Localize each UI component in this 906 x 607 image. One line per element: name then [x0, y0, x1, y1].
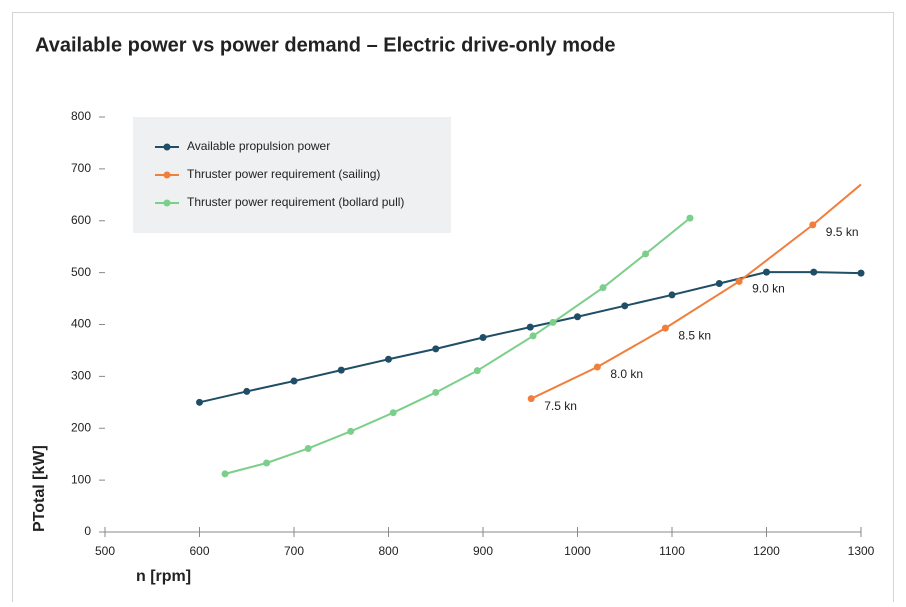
legend-box: [133, 117, 451, 233]
data-point: [549, 318, 557, 326]
legend-marker: [163, 143, 171, 151]
chart-title: Available power vs power demand – Electr…: [35, 34, 616, 56]
data-point: [763, 268, 770, 276]
point-label: 8.5 kn: [678, 328, 711, 342]
x-tick-label: 500: [95, 544, 115, 558]
series-line: [224, 217, 691, 475]
x-tick-label: 700: [284, 544, 304, 558]
data-point: [661, 324, 669, 332]
data-point: [715, 280, 723, 288]
x-tick-label: 1100: [659, 544, 685, 558]
x-tick-label: 1200: [753, 544, 780, 558]
data-point: [347, 427, 355, 435]
data-point: [686, 214, 694, 222]
y-tick-label: 800: [71, 109, 91, 123]
legend-label: Available propulsion power: [187, 139, 330, 153]
y-tick-label: 700: [71, 161, 91, 175]
data-point: [432, 345, 440, 353]
data-point: [389, 409, 397, 417]
point-label: 7.5 kn: [544, 399, 577, 413]
legend-marker: [163, 199, 171, 207]
point-label: 8.0 kn: [610, 367, 643, 381]
data-point: [473, 367, 481, 375]
y-tick-label: 400: [71, 317, 91, 331]
data-point: [527, 395, 535, 403]
data-point: [304, 444, 312, 452]
data-point: [735, 277, 743, 285]
series-line: [530, 183, 862, 400]
legend-marker: [163, 171, 171, 179]
data-point: [263, 459, 271, 467]
data-point: [196, 398, 203, 406]
data-point: [526, 323, 534, 331]
data-point: [809, 221, 817, 229]
y-tick-label: 300: [71, 369, 91, 383]
data-point: [432, 388, 440, 396]
y-tick-label: 200: [71, 420, 91, 434]
y-tick-label: 0: [84, 524, 91, 538]
x-tick-label: 600: [189, 544, 209, 558]
data-point: [574, 313, 581, 321]
point-label: 9.5 kn: [826, 225, 859, 239]
y-tick-label: 600: [71, 213, 91, 227]
x-tick-label: 1300: [848, 544, 875, 558]
data-point: [593, 363, 601, 371]
data-point: [529, 332, 537, 340]
y-tick-label: 500: [71, 265, 91, 279]
x-tick-label: 900: [473, 544, 493, 558]
data-point: [599, 284, 607, 292]
data-point: [642, 250, 650, 258]
x-tick-label: 1000: [564, 544, 591, 558]
data-point: [385, 355, 392, 363]
x-axis-label: n [rpm]: [136, 568, 191, 585]
data-point: [621, 302, 629, 310]
y-tick-label: 100: [71, 472, 91, 486]
data-point: [243, 387, 251, 395]
data-point: [290, 377, 298, 385]
point-label: 9.0 kn: [752, 282, 785, 296]
data-point: [337, 366, 345, 374]
frame: [12, 12, 894, 607]
legend-label: Thruster power requirement (sailing): [187, 167, 380, 181]
data-point: [857, 269, 865, 277]
y-axis-label: PTotal [kW]: [31, 445, 48, 532]
data-point: [479, 333, 487, 341]
x-tick-label: 800: [378, 544, 398, 558]
data-point: [221, 470, 229, 478]
data-point: [810, 268, 818, 276]
legend-label: Thruster power requirement (bollard pull…: [187, 195, 404, 209]
data-point: [668, 291, 676, 299]
